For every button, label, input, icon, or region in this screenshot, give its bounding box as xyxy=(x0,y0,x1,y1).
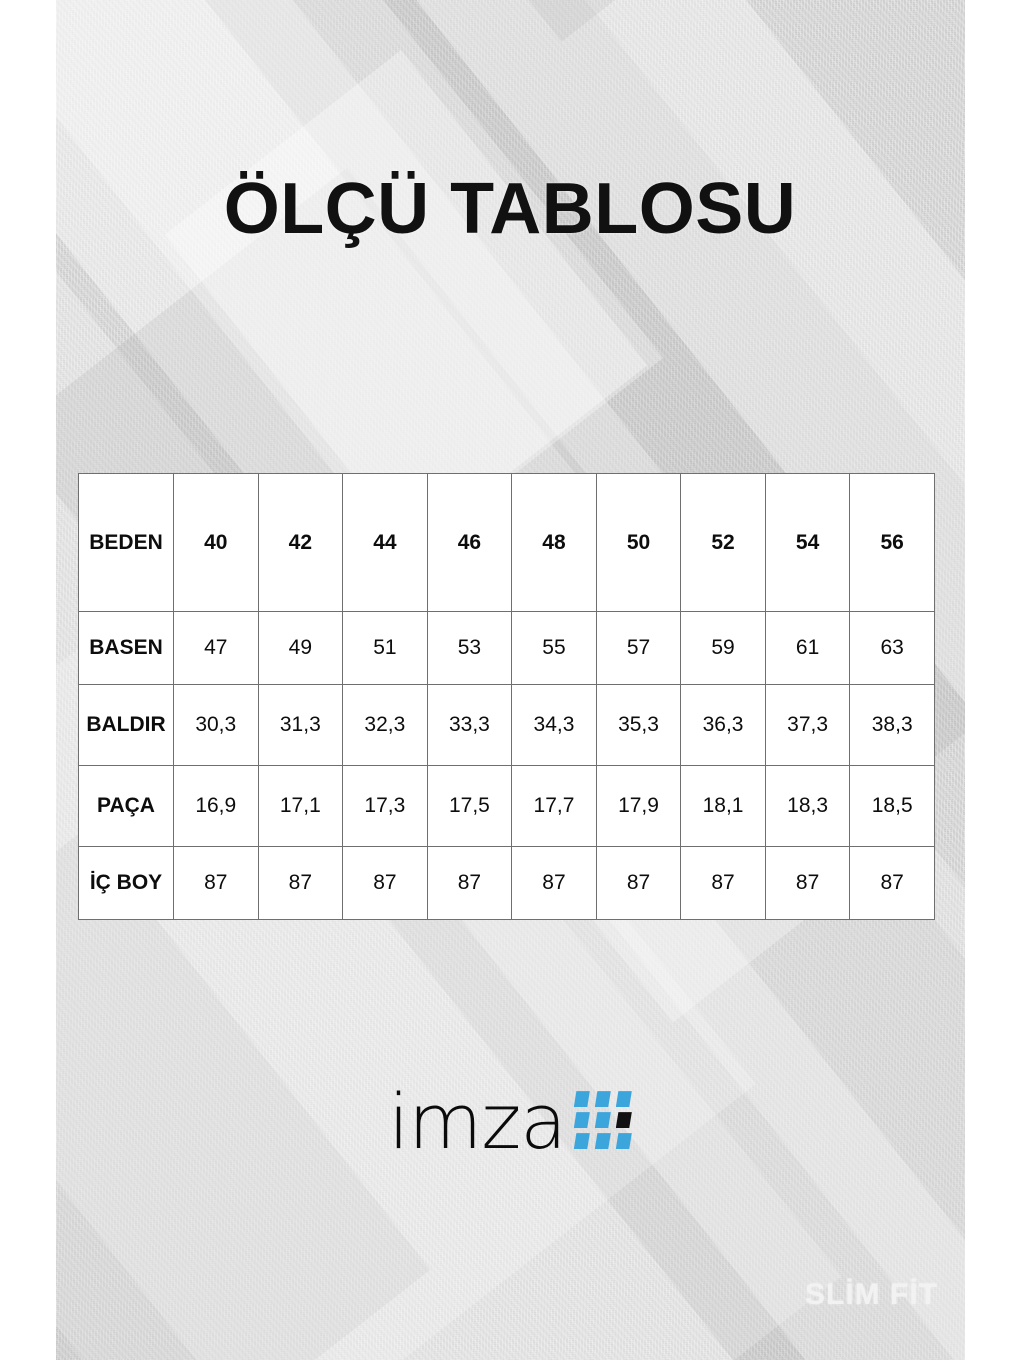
table-column-header: 50 xyxy=(595,473,682,612)
table-cell: 59 xyxy=(680,611,766,685)
table-cell: 16,9 xyxy=(173,765,259,847)
table-column-header: 46 xyxy=(426,473,513,612)
table-header-row: BEDEN 40 42 44 46 48 50 52 54 56 xyxy=(78,473,935,612)
table-column-header: 48 xyxy=(511,473,597,612)
table-row: BALDIR 30,3 31,3 32,3 33,3 34,3 35,3 36,3 37,3 38… xyxy=(78,684,935,766)
brand-tile xyxy=(594,1112,611,1129)
table-cell: 17,1 xyxy=(257,765,344,847)
table-cell: 17,3 xyxy=(342,765,428,847)
brand-tile-dark xyxy=(615,1112,632,1129)
table-cell: 38,3 xyxy=(849,684,935,766)
table-row: BASEN 47 49 51 53 55 57 59 61 63 xyxy=(78,611,935,685)
table-cell: 17,5 xyxy=(426,765,513,847)
table-column-header: 54 xyxy=(764,473,851,612)
size-table-container: BEDEN 40 42 44 46 48 50 52 54 56 BASEN 47 49 51 53 55 57… xyxy=(78,473,935,920)
table-column-header: 52 xyxy=(680,473,766,612)
table-row: İÇ BOY 87 87 87 87 87 87 87 87 87 xyxy=(78,846,935,920)
table-row-label: BEDEN xyxy=(78,473,174,612)
table-cell: 33,3 xyxy=(426,684,513,766)
table-cell: 18,5 xyxy=(849,765,935,847)
brand-tile xyxy=(573,1133,590,1150)
table-cell: 87 xyxy=(257,846,344,920)
table-cell: 87 xyxy=(511,846,597,920)
table-row: PAÇA 16,9 17,1 17,3 17,5 17,7 17,9 18,1 18,3 18,5 xyxy=(78,765,935,847)
table-cell: 63 xyxy=(849,611,935,685)
brand-logo: imza xyxy=(0,1077,1020,1166)
table-cell: 87 xyxy=(173,846,259,920)
table-cell: 61 xyxy=(764,611,851,685)
table-cell: 17,7 xyxy=(511,765,597,847)
size-table: BEDEN 40 42 44 46 48 50 52 54 56 BASEN 47 49 51 53 55 57… xyxy=(78,473,935,920)
brand-tile-grid-icon xyxy=(573,1091,632,1150)
table-cell: 87 xyxy=(595,846,682,920)
table-cell: 87 xyxy=(342,846,428,920)
fit-label: SLİM FİT xyxy=(805,1278,938,1311)
table-row-label: BALDIR xyxy=(78,684,174,766)
table-cell: 57 xyxy=(595,611,682,685)
table-cell: 37,3 xyxy=(764,684,851,766)
table-cell: 35,3 xyxy=(595,684,682,766)
page-title: ÖLÇÜ TABLOSU xyxy=(223,169,797,249)
table-column-header: 42 xyxy=(257,473,344,612)
table-cell: 87 xyxy=(849,846,935,920)
table-column-header: 56 xyxy=(849,473,935,612)
table-cell: 49 xyxy=(257,611,344,685)
table-cell: 31,3 xyxy=(257,684,344,766)
table-cell: 17,9 xyxy=(595,765,682,847)
table-cell: 55 xyxy=(511,611,597,685)
table-cell: 87 xyxy=(764,846,851,920)
brand-tile xyxy=(615,1091,632,1108)
table-cell: 34,3 xyxy=(511,684,597,766)
table-row-label: PAÇA xyxy=(78,765,174,847)
table-cell: 53 xyxy=(426,611,513,685)
table-cell: 18,3 xyxy=(764,765,851,847)
table-row-label: İÇ BOY xyxy=(78,846,174,920)
table-cell: 51 xyxy=(342,611,428,685)
brand-tile xyxy=(615,1133,632,1150)
table-cell: 87 xyxy=(426,846,513,920)
brand-tile xyxy=(594,1133,611,1150)
table-cell: 18,1 xyxy=(680,765,766,847)
table-cell: 87 xyxy=(680,846,766,920)
table-cell: 36,3 xyxy=(680,684,766,766)
brand-tile xyxy=(573,1091,590,1108)
brand-tile xyxy=(594,1091,611,1108)
table-cell: 47 xyxy=(173,611,259,685)
table-column-header: 40 xyxy=(173,473,259,612)
table-cell: 32,3 xyxy=(342,684,428,766)
table-row-label: BASEN xyxy=(78,611,174,685)
brand-wordmark: imza xyxy=(388,1077,567,1166)
table-cell: 30,3 xyxy=(173,684,259,766)
table-column-header: 44 xyxy=(342,473,428,612)
brand-tile xyxy=(573,1112,590,1129)
